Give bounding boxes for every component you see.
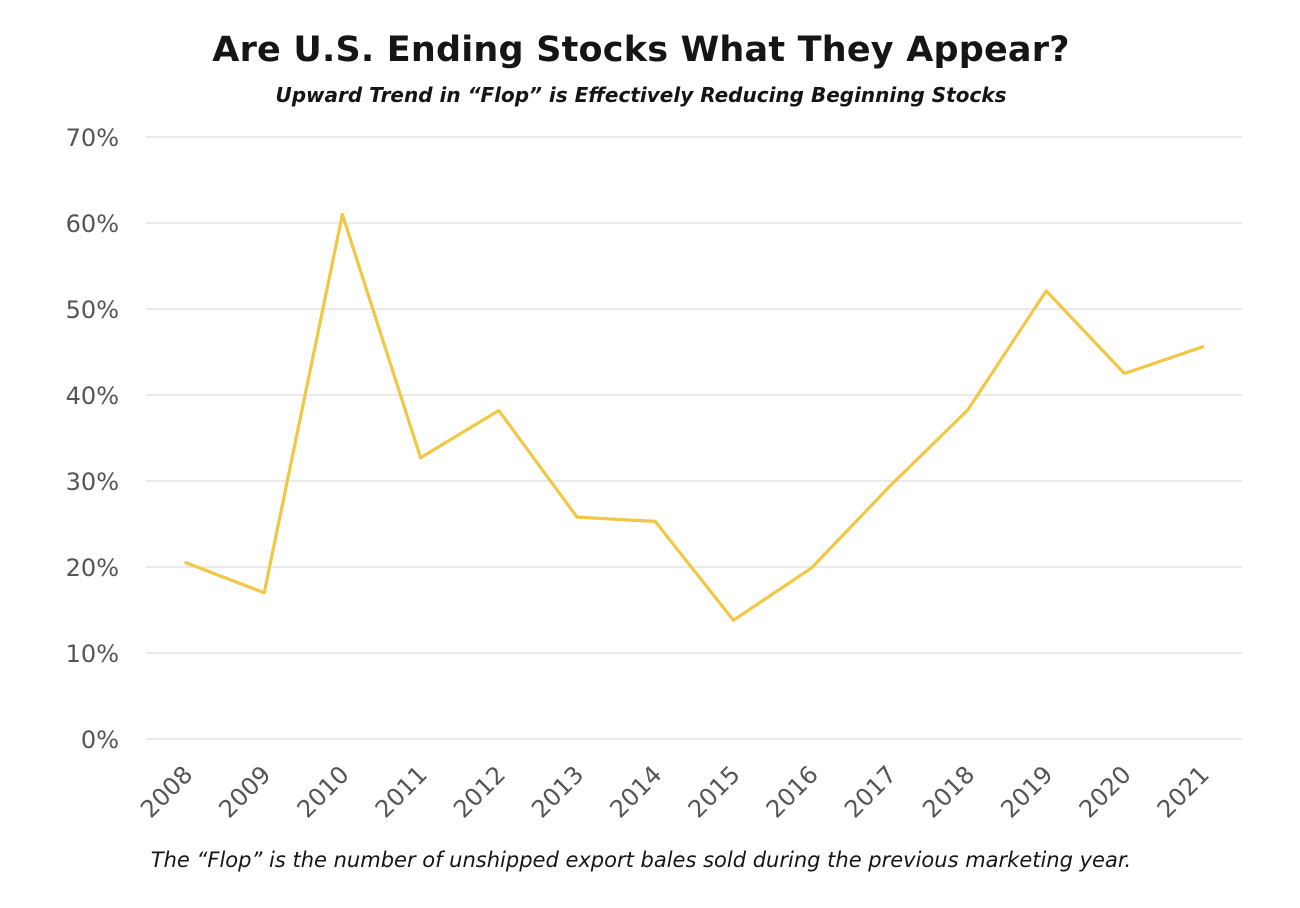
x-tick-label: 2009: [213, 760, 276, 823]
x-tick-label: 2011: [370, 760, 433, 823]
x-tick-label: 2012: [448, 760, 511, 823]
x-tick-label: 2015: [683, 760, 746, 823]
x-tick-label: 2016: [761, 760, 824, 823]
x-tick-label: 2018: [917, 760, 980, 823]
data-point: [263, 591, 266, 594]
y-tick-label: 40%: [66, 382, 119, 410]
x-tick-label: 2014: [604, 760, 667, 823]
data-point: [184, 561, 188, 564]
data-point: [810, 566, 813, 570]
x-axis-ticks: 2008 2009 2010 2011 2012 2013 2014 2015 2016 2017…: [135, 760, 1215, 823]
data-point: [888, 484, 891, 488]
series-layer: [184, 212, 1205, 622]
data-point: [966, 408, 970, 411]
chart-subtitle: Upward Trend in “Flop” is Effectively Re…: [275, 83, 1007, 107]
x-tick-label: 2017: [839, 760, 902, 823]
gridlines: [146, 136, 1242, 740]
y-tick-label: 0%: [81, 726, 119, 754]
data-point: [497, 409, 500, 412]
data-point: [654, 520, 657, 523]
x-tick-label: 2021: [1152, 760, 1215, 823]
x-tick-label: 2008: [135, 760, 198, 823]
y-tick-label: 70%: [66, 124, 119, 152]
y-tick-label: 30%: [66, 468, 119, 496]
data-point: [1123, 372, 1126, 375]
data-point: [341, 213, 344, 216]
y-tick-label: 20%: [66, 554, 119, 582]
series-line: [184, 212, 1205, 622]
data-point: [419, 456, 422, 459]
chart-footnote: The “Flop” is the number of unshipped ex…: [150, 848, 1132, 872]
data-point: [1045, 289, 1048, 293]
data-point: [575, 515, 579, 519]
x-tick-label: 2013: [526, 760, 589, 823]
x-tick-label: 2010: [292, 760, 355, 823]
y-tick-label: 60%: [66, 210, 119, 238]
x-tick-label: 2019: [995, 760, 1058, 823]
x-tick-label: 2020: [1074, 760, 1137, 823]
data-point: [1201, 345, 1204, 349]
y-axis-ticks: 0% 10% 20% 30% 40% 50% 60% 70%: [66, 124, 119, 754]
y-tick-label: 10%: [66, 640, 119, 668]
y-tick-label: 50%: [66, 296, 119, 324]
chart-title: Are U.S. Ending Stocks What They Appear?: [212, 30, 1070, 70]
data-point: [732, 619, 735, 622]
